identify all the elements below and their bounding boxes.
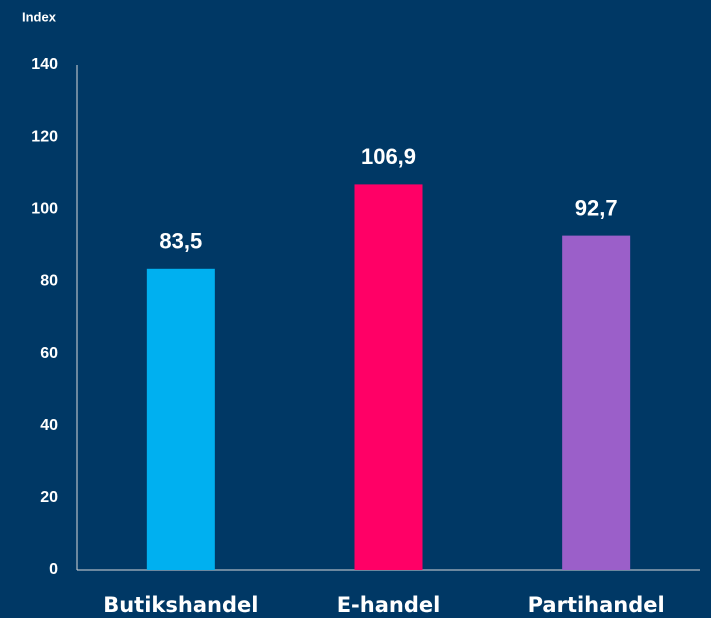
y-tick-label: 100 <box>31 201 58 218</box>
y-tick-label: 120 <box>31 128 58 145</box>
bar <box>146 268 215 570</box>
value-label: 92,7 <box>575 195 618 220</box>
y-tick-label: 80 <box>40 273 58 290</box>
x-tick-label: Partihandel <box>528 593 665 617</box>
bar <box>562 235 631 570</box>
value-label: 83,5 <box>159 229 202 254</box>
value-label: 106,9 <box>361 144 416 169</box>
y-tick-label: 140 <box>31 56 58 73</box>
y-tick-label: 60 <box>40 345 58 362</box>
y-tick-label: 0 <box>49 561 58 578</box>
x-tick-label: Butikshandel <box>103 593 258 617</box>
bar <box>354 184 423 570</box>
y-tick-label: 40 <box>40 417 58 434</box>
y-axis-label: Index <box>22 9 57 24</box>
x-tick-label: E-handel <box>337 593 441 617</box>
y-tick-label: 20 <box>40 489 58 506</box>
